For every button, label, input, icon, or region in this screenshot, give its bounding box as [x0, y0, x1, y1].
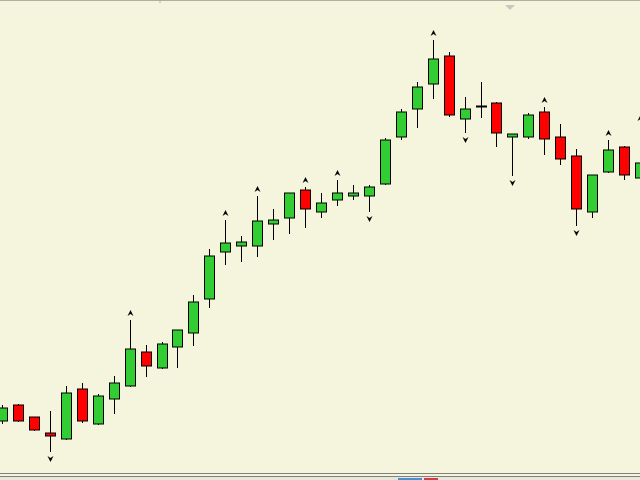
candle-body: [172, 329, 183, 348]
candle-body: [45, 432, 56, 437]
candle-body: [204, 255, 215, 300]
candle-body: [428, 58, 439, 85]
candle-body: [29, 416, 40, 431]
candle-body: [332, 192, 343, 201]
scroll-marker: [505, 5, 515, 10]
fractal-up: [334, 170, 341, 176]
candle-body: [460, 108, 471, 120]
candle-body: [348, 192, 359, 197]
fractal-down: [462, 137, 469, 143]
candle-body: [523, 114, 534, 138]
candle-body: [0, 407, 8, 422]
candle-body: [236, 241, 247, 247]
candle-body: [61, 392, 72, 440]
candle-body: [555, 136, 566, 160]
candle-body: [188, 301, 199, 334]
candle-body: [77, 388, 88, 422]
fractal-up: [430, 30, 437, 36]
candle-body: [539, 111, 550, 140]
candle-body: [316, 202, 327, 213]
candle-body: [380, 139, 391, 185]
status-indicator: [398, 478, 422, 480]
fractal-up: [605, 130, 612, 136]
candle-body: [93, 395, 104, 425]
fractal-down: [509, 180, 516, 186]
candle-body: [491, 102, 502, 134]
fractal-up: [254, 186, 261, 192]
candle-body: [109, 382, 120, 400]
candle-body: [284, 192, 295, 219]
candle-body: [396, 111, 407, 138]
fractal-up: [302, 177, 309, 183]
candle-body: [507, 133, 518, 138]
candle-body: [412, 86, 423, 110]
fractal-down: [47, 456, 54, 462]
candle-body: [476, 105, 487, 108]
candle-body: [300, 189, 311, 210]
candle-body: [268, 219, 279, 225]
candle-body: [13, 404, 24, 422]
fractal-up: [222, 210, 229, 216]
status-indicator: [424, 478, 438, 480]
fractal-down: [573, 230, 580, 236]
candle-body: [619, 146, 630, 176]
candle-body: [571, 155, 582, 210]
plot-area: [0, 30, 640, 462]
candle-body: [141, 351, 152, 367]
candle-body: [252, 220, 263, 247]
status-strip: [0, 477, 640, 480]
candle-body: [157, 343, 168, 369]
candle-body: [444, 55, 455, 116]
candle-body: [587, 174, 598, 213]
candle-body: [125, 348, 136, 387]
fractal-up: [541, 97, 548, 103]
fractal-down: [366, 216, 373, 222]
candle-body: [603, 149, 614, 173]
candle-body: [635, 162, 640, 179]
candle-body: [220, 242, 231, 253]
candle-body: [364, 186, 375, 197]
fractal-up: [127, 310, 134, 316]
fractal-up: [637, 116, 640, 121]
